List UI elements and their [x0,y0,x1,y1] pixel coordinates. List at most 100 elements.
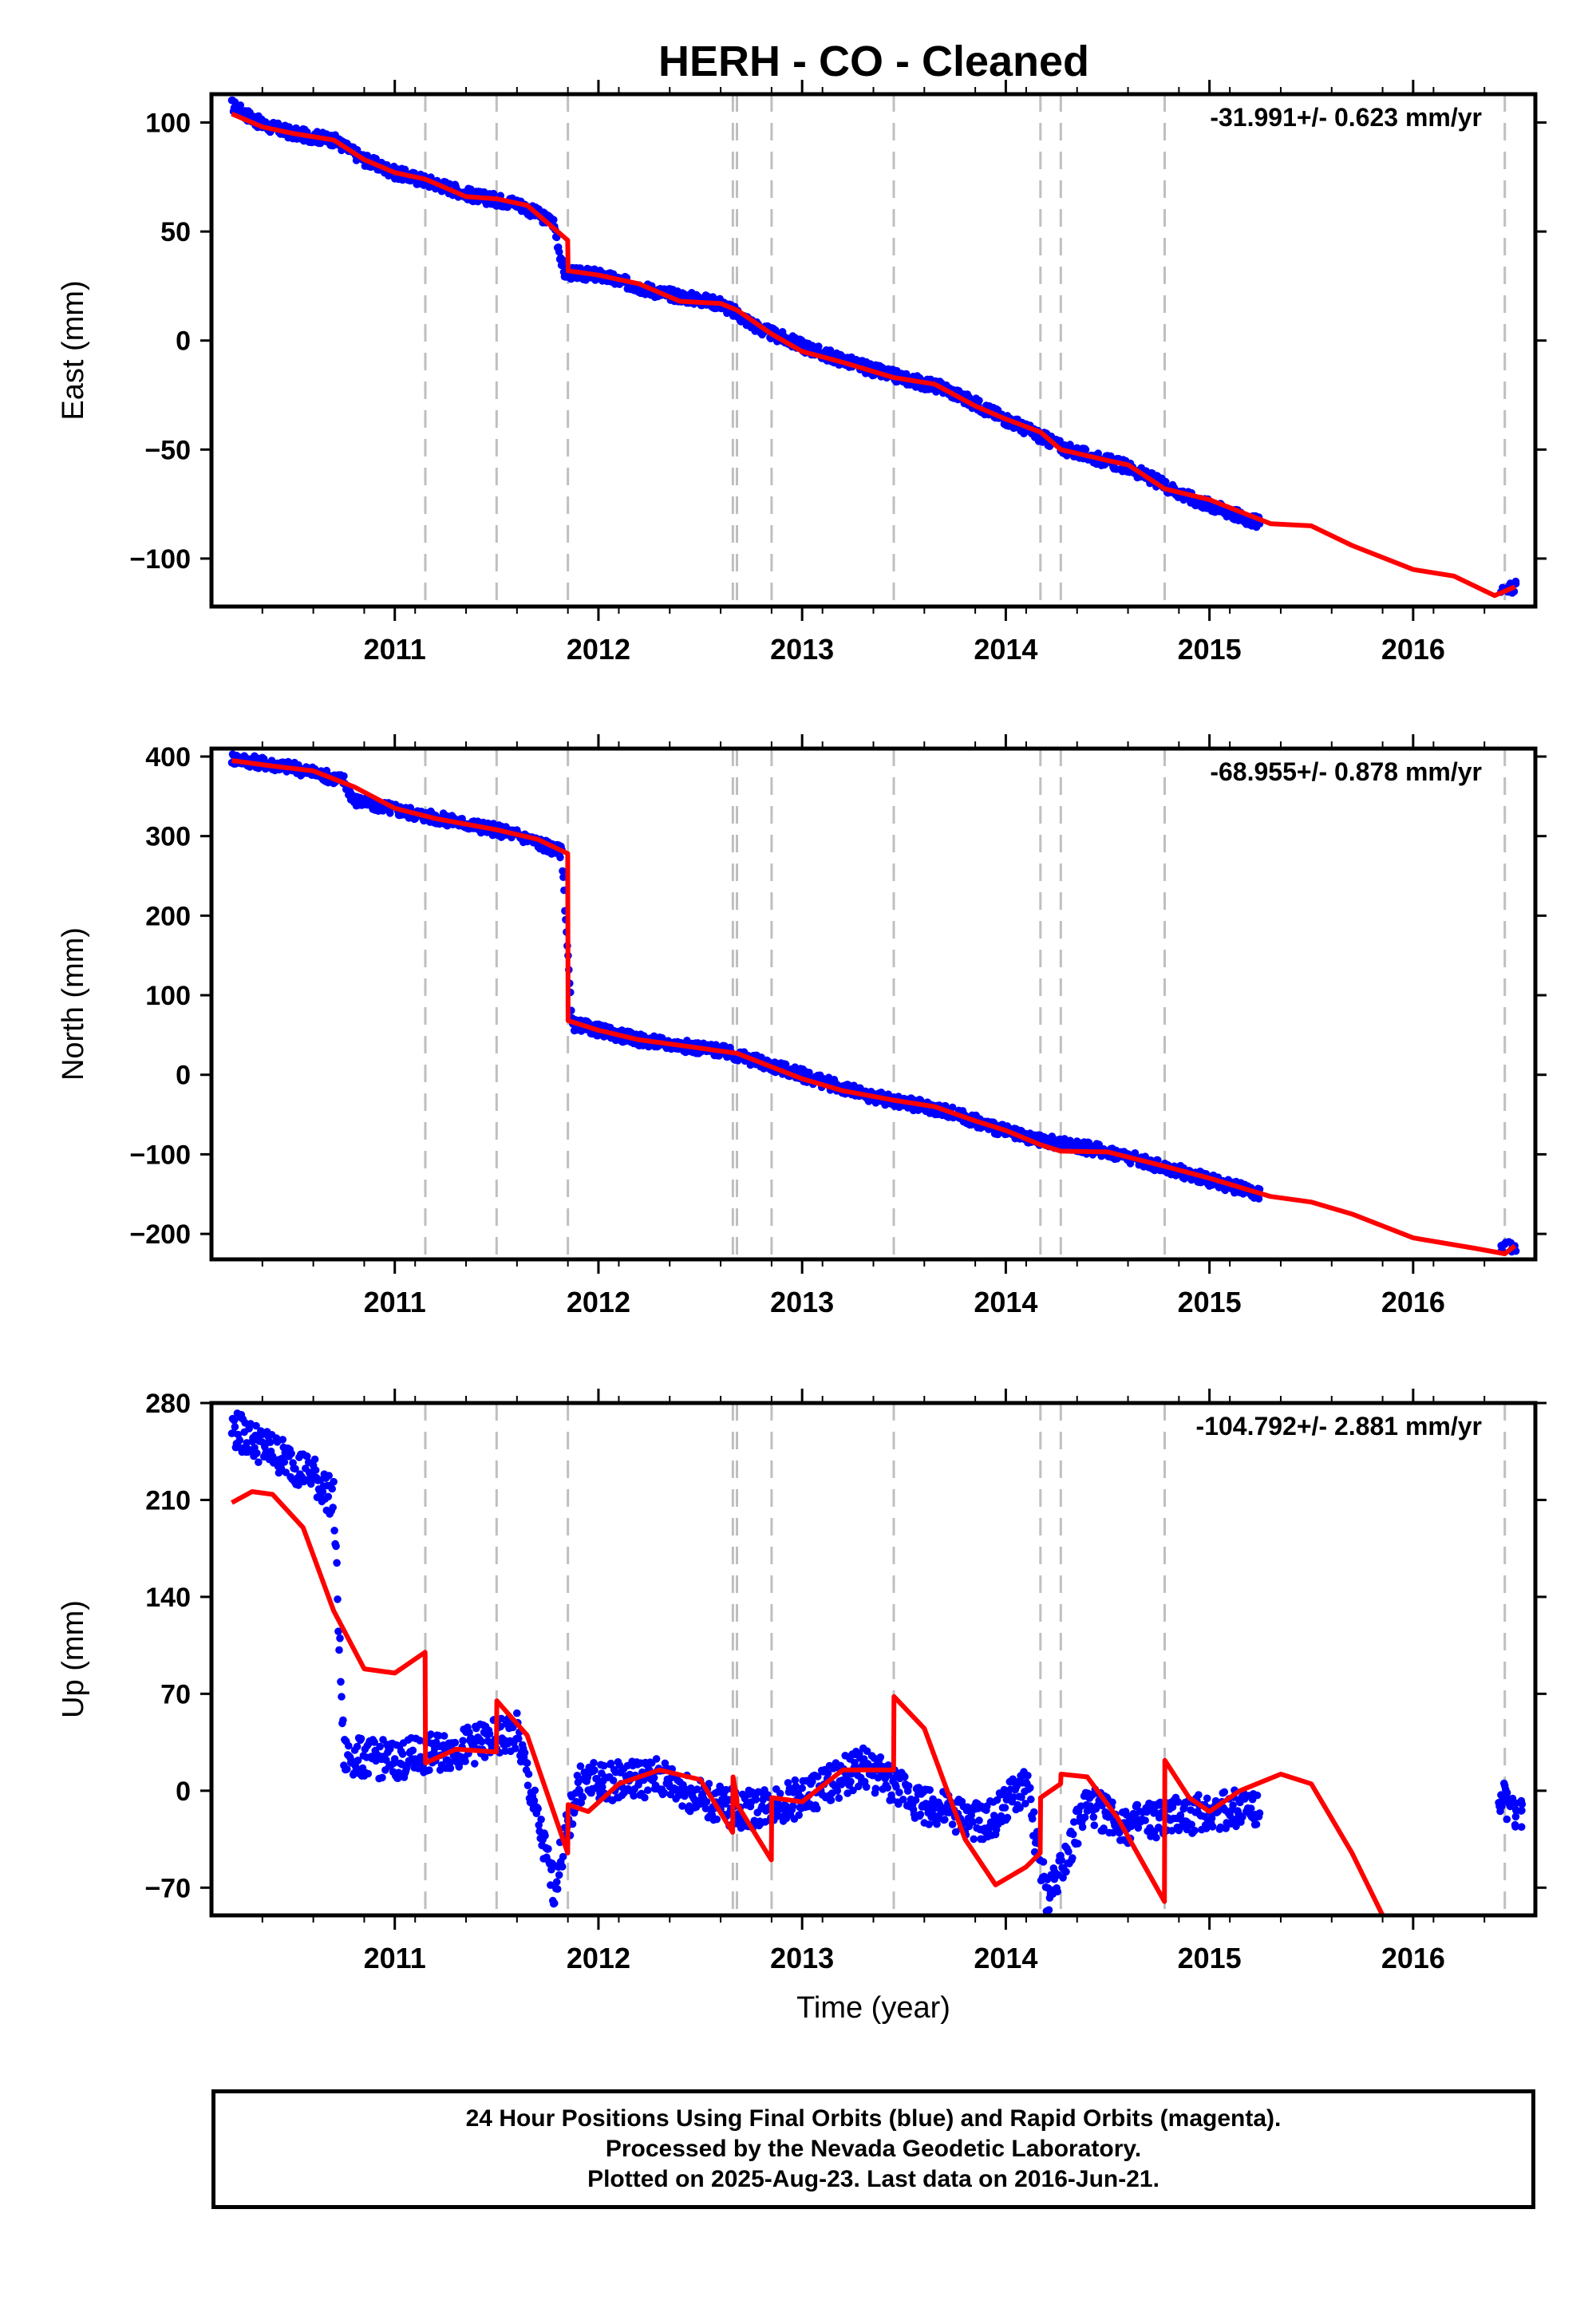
data-point [798,1784,806,1792]
data-point [334,1627,342,1635]
data-point [892,1783,900,1791]
data-point [235,1436,244,1445]
data-point [660,1788,669,1797]
data-point [231,1423,239,1431]
x-tick-label: 2015 [1178,1286,1242,1318]
data-point [340,772,348,781]
data-point [1191,1826,1199,1835]
data-point [871,1784,880,1792]
data-point [1517,1823,1526,1831]
data-point [1065,1848,1073,1856]
data-point [480,1753,489,1761]
data-point [332,1542,340,1551]
data-point [904,1782,913,1790]
data-point [1029,1808,1038,1816]
data-point [1026,1784,1034,1792]
rate-label: -31.991+/- 0.623 mm/yr [1210,103,1482,132]
data-point [568,1820,577,1828]
data-point [1508,1794,1517,1803]
data-point [1059,1874,1067,1882]
data-point [948,1820,957,1828]
data-point [1024,1772,1032,1780]
data-point [1108,1798,1116,1807]
data-point [1246,1804,1255,1812]
x-tick-label: 2013 [770,1286,834,1318]
data-point [1505,1238,1513,1246]
footer-box: 24 Hour Positions Using Final Orbits (bl… [211,2089,1535,2209]
data-point [339,1716,347,1725]
data-point [1016,1804,1024,1812]
data-point [343,1765,351,1773]
data-point [1027,1795,1035,1804]
data-point [1017,1793,1025,1801]
data-point [1161,477,1170,486]
y-axis-label: Up (mm) [57,1600,90,1718]
data-point [630,1792,638,1800]
data-point [440,1732,448,1740]
data-point [370,1738,379,1746]
data-point [324,1492,333,1501]
data-point [1511,1823,1519,1831]
data-point [1253,1791,1262,1800]
data-point [416,1737,424,1745]
data-point [1174,1798,1183,1806]
data-point [573,1772,582,1780]
data-point [558,1863,567,1871]
model-line [231,111,1516,599]
panel-east: 100 50 0 −50 −100 2011 2012 2013 2014 2015 2016 Eas… [57,80,1547,666]
data-point [911,1796,920,1804]
data-point [847,1777,855,1786]
data-point [776,1789,784,1798]
data-point [1517,1807,1526,1815]
data-point [524,1770,533,1778]
data-point [274,119,282,128]
data-point [330,1527,338,1535]
rate-label: -68.955+/- 0.878 mm/yr [1210,757,1482,786]
data-point [513,1709,521,1717]
y-tick-label: 210 [145,1485,191,1516]
data-point [1518,1800,1527,1808]
data-point [398,1750,407,1758]
data-point [899,1796,907,1804]
data-point [925,1820,933,1828]
data-point [970,1835,978,1844]
y-tick-label: 400 [145,742,191,773]
y-tick-label: 0 [176,1777,191,1807]
data-point [1229,1801,1237,1809]
data-point [1133,1800,1142,1809]
data-point [523,1759,531,1767]
data-point [813,1804,821,1812]
data-point [1187,1820,1195,1828]
data-point [1152,1833,1160,1842]
data-point [876,1753,885,1761]
data-point [488,831,497,840]
data-point [1098,1801,1106,1810]
panel-frame [209,746,1538,1262]
data-point [781,1060,790,1069]
data-point [574,1778,583,1787]
data-point [1208,1823,1217,1831]
y-tick-label: 100 [145,981,191,1011]
data-point [863,1747,871,1755]
data-point [1089,1813,1098,1821]
data-point [1000,1785,1009,1794]
data-point [287,1449,295,1458]
data-point [1081,445,1090,454]
data-point [835,1794,843,1802]
y-tick-label: 300 [145,822,191,852]
data-point [330,1477,338,1486]
data-point [1255,1809,1264,1817]
data-point [895,1800,903,1808]
data-point [471,1760,479,1768]
x-tick-label: 2015 [1178,633,1242,666]
data-point [788,1802,797,1810]
data-point [975,1816,983,1824]
data-point [353,1742,361,1751]
panel-up: 280 210 140 70 0 −70 2011 2012 2013 2014 2015 2016 U… [57,1389,1547,2025]
y-tick-label: −100 [129,544,191,575]
data-point [849,1786,857,1795]
data-point [593,1775,601,1783]
data-point [378,1773,386,1782]
data-point [1100,1824,1108,1832]
plot-area [227,749,1520,1259]
